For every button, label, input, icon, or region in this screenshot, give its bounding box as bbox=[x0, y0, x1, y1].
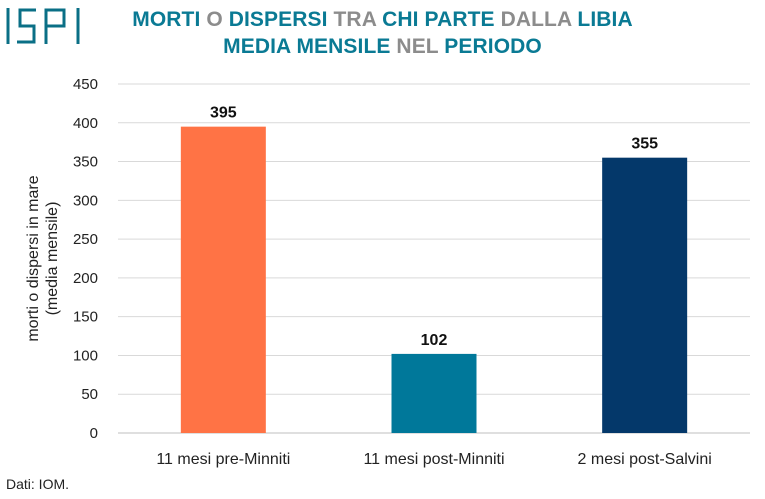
y-tick-label: 150 bbox=[73, 309, 98, 326]
y-tick-label: 350 bbox=[73, 154, 98, 171]
y-axis-label: morti o dispersi in mare (media mensile) bbox=[25, 175, 61, 341]
title-segment: LIBIA bbox=[577, 8, 633, 31]
ispi-logo bbox=[6, 8, 80, 44]
y-axis-ticks: 0 50 100 150 200 250 300 350 400 450 bbox=[73, 76, 98, 442]
bar-value-label: 102 bbox=[421, 332, 448, 349]
x-category-label: 11 mesi pre-Minniti bbox=[156, 451, 290, 468]
bar bbox=[602, 157, 688, 433]
bar-value-label: 395 bbox=[210, 105, 237, 122]
title-segment: O bbox=[200, 8, 229, 31]
y-tick-label: 200 bbox=[73, 270, 98, 287]
bars bbox=[180, 126, 688, 434]
title-segment: TRA bbox=[327, 8, 383, 31]
y-axis-label-line: (media mensile) bbox=[44, 202, 61, 316]
y-tick-label: 100 bbox=[73, 347, 98, 364]
title-segment: CHI PARTE bbox=[382, 8, 495, 31]
x-category-label: 2 mesi post-Salvini bbox=[578, 451, 712, 468]
chart-title-line-2: MEDIA MENSILE NEL PERIODO bbox=[0, 35, 765, 59]
bar bbox=[180, 126, 266, 434]
x-axis-labels: 11 mesi pre-Minniti 11 mesi post-Minniti 2… bbox=[156, 451, 711, 468]
y-axis-label-line: morti o dispersi in mare bbox=[25, 175, 42, 341]
title-segment: MORTI bbox=[132, 8, 201, 31]
x-category-label: 11 mesi post-Minniti bbox=[363, 451, 504, 468]
title-segment: MEDIA MENSILE bbox=[223, 35, 391, 58]
source-note: Dati: IOM. bbox=[6, 476, 70, 492]
y-tick-label: 300 bbox=[73, 192, 98, 209]
bar bbox=[391, 353, 477, 433]
bar-value-label: 355 bbox=[631, 136, 658, 153]
title-segment: DALLA bbox=[494, 8, 578, 31]
y-tick-label: 0 bbox=[90, 425, 98, 442]
y-tick-label: 250 bbox=[73, 231, 98, 248]
title-segment: PERIODO bbox=[444, 35, 542, 58]
chart-title-line-1: MORTI O DISPERSI TRA CHI PARTE DALLA LIB… bbox=[0, 8, 765, 32]
y-tick-label: 400 bbox=[73, 115, 98, 132]
y-tick-label: 450 bbox=[73, 76, 98, 93]
y-tick-label: 50 bbox=[81, 386, 98, 403]
data-labels: 395 102 355 bbox=[210, 105, 658, 349]
title-segment: NEL bbox=[390, 35, 445, 58]
title-segment: DISPERSI bbox=[228, 8, 328, 31]
